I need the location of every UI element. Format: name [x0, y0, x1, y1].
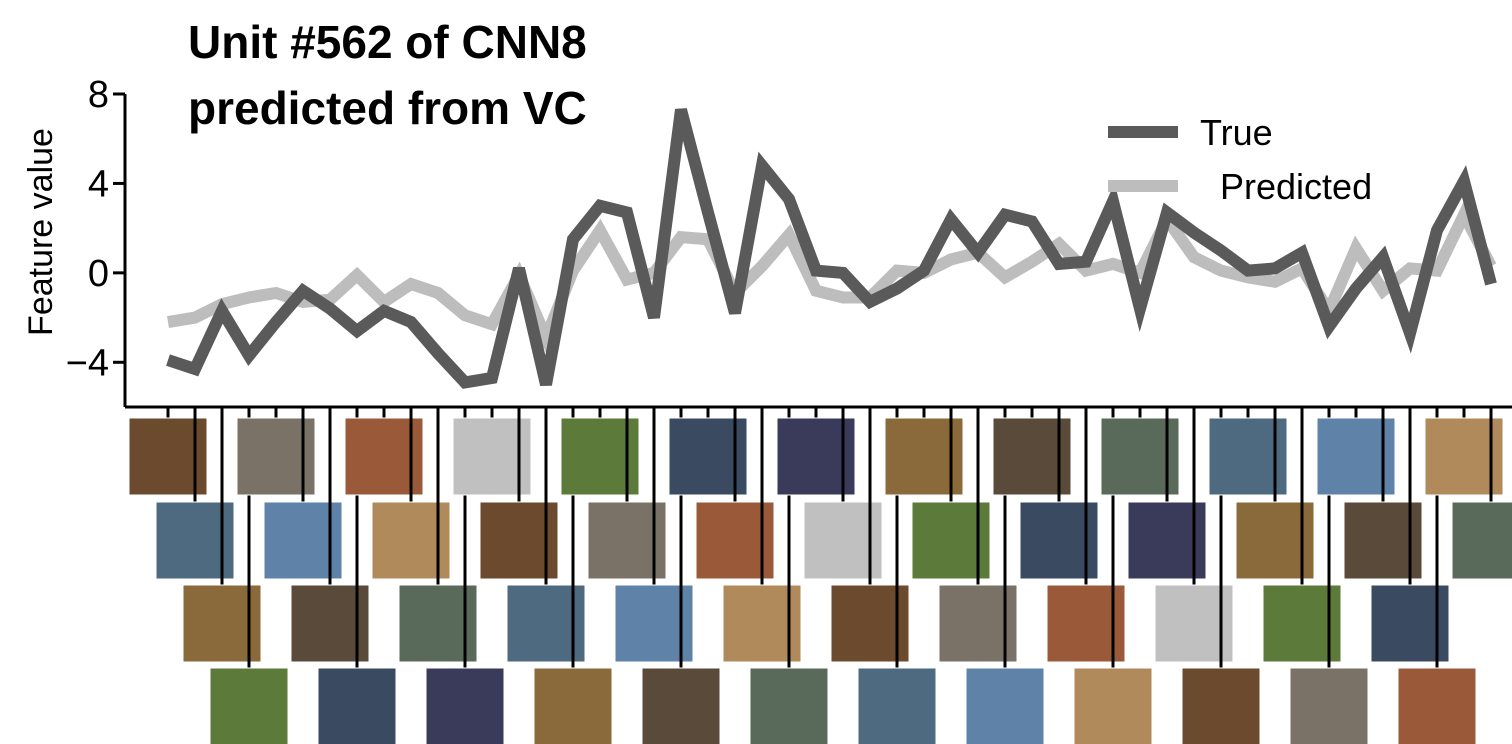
- thumbnail: [857, 667, 937, 744]
- thumbnail: [1073, 667, 1153, 744]
- y-tick-label: 8: [88, 74, 109, 116]
- legend-label: True: [1200, 112, 1273, 153]
- thumbnail: [317, 667, 397, 744]
- thumbnail: [533, 667, 613, 744]
- thumbnail: [1181, 667, 1261, 744]
- thumbnail: [965, 667, 1045, 744]
- y-tick-label: −4: [66, 342, 109, 384]
- thumbnail: [641, 667, 721, 744]
- chart-title: predicted from VC: [188, 82, 587, 134]
- y-axis-label: Feature value: [22, 128, 60, 336]
- thumbnail: [209, 667, 289, 744]
- thumbnail: [1397, 667, 1477, 744]
- thumbnail: [1451, 501, 1512, 580]
- line-series: [166, 108, 1497, 389]
- chart-title: Unit #562 of CNN8: [188, 16, 587, 68]
- y-tick-label: 0: [88, 253, 109, 295]
- thumbnail: [425, 667, 505, 744]
- thumbnail: [1289, 667, 1369, 744]
- y-tick-label: 4: [88, 163, 109, 205]
- thumbnail: [749, 667, 829, 744]
- legend-label: Predicted: [1220, 166, 1372, 207]
- line-series: [167, 201, 1497, 354]
